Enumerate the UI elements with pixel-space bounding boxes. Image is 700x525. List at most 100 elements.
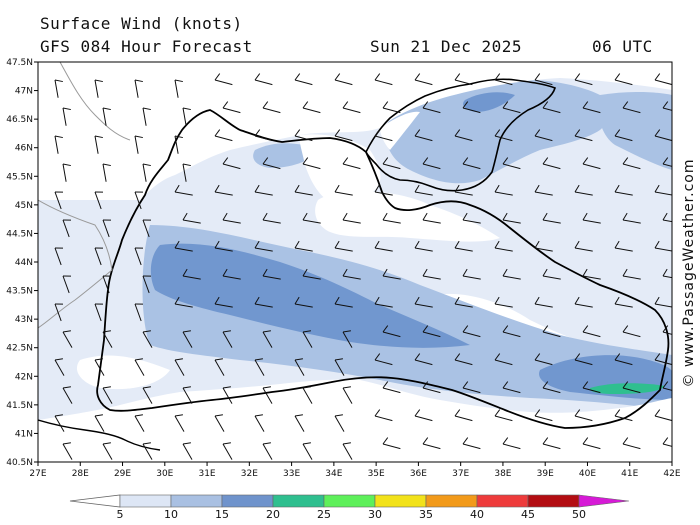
wind-barb	[542, 212, 561, 224]
wind-barb	[622, 212, 641, 224]
wind-barb	[462, 381, 481, 394]
wind-barb	[502, 381, 521, 394]
wind-barb	[542, 157, 561, 170]
wind-barb	[542, 437, 561, 450]
wind-barb	[462, 325, 481, 338]
wind-barb	[494, 129, 513, 142]
latitude-labels: 47.5N 47N 46.5N 46N 45.5N 45N 44.5N 44N 43.5N 43N…	[6, 58, 38, 468]
lat-label: 47.5N	[6, 58, 33, 68]
wind-barb	[414, 296, 433, 308]
wind-barb	[262, 330, 273, 348]
wind-barb	[214, 296, 233, 308]
wind-barb	[622, 157, 641, 170]
wind-barb	[462, 437, 481, 450]
wind-barb	[582, 325, 601, 338]
wind-barb	[334, 296, 353, 308]
wind-barb	[614, 240, 633, 252]
wind-barb	[542, 381, 561, 394]
wind-band-15-central	[150, 243, 470, 348]
wind-barb	[502, 212, 521, 224]
wind-barb	[254, 358, 265, 376]
wind-barb	[134, 135, 143, 154]
wind-barb	[534, 129, 553, 142]
colorbar-swatch	[323, 494, 376, 508]
wind-barb	[62, 163, 71, 182]
wind-barb	[462, 212, 481, 224]
wind-barb	[654, 184, 672, 196]
wind-barb	[462, 101, 481, 114]
wind-barb	[334, 129, 353, 142]
lat-label: 43.5N	[6, 287, 33, 297]
wind-barb	[582, 101, 601, 114]
wind-barb	[342, 268, 361, 280]
lon-label: 32E	[241, 469, 258, 479]
wind-barb	[342, 442, 353, 460]
colorbar: 5 10 15 20 25 30 35 40 45 50	[69, 494, 630, 521]
wind-barb	[502, 157, 521, 170]
lon-label: 34E	[325, 469, 342, 479]
wind-barb	[182, 212, 201, 224]
wind-barb	[414, 129, 433, 142]
wind-barb	[254, 184, 273, 196]
wind-barb	[262, 442, 273, 460]
wind-barb	[142, 275, 152, 294]
wind-barb	[382, 212, 401, 224]
wind-barb	[174, 184, 193, 196]
colorbar-max-arrow	[578, 494, 630, 508]
wind-barb	[302, 212, 321, 224]
wind-barb	[454, 240, 473, 252]
time-label: 06 UTC	[592, 37, 653, 56]
lat-label: 40.5N	[6, 458, 33, 468]
wind-barb	[622, 268, 641, 280]
wind-barb	[582, 437, 601, 450]
wind-barb	[494, 240, 513, 252]
wind-barb	[302, 157, 321, 170]
wind-barbs	[54, 73, 672, 460]
lon-label: 29E	[114, 469, 131, 479]
lat-label: 46N	[15, 144, 33, 154]
colorbar-label: 45	[521, 508, 535, 521]
colorbar-label: 40	[470, 508, 484, 521]
lon-label: 35E	[368, 469, 385, 479]
wind-barb	[574, 184, 593, 196]
wind-barb	[494, 409, 513, 422]
lat-label: 46.5N	[6, 115, 33, 125]
wind-barb	[294, 358, 305, 376]
wind-barb	[374, 184, 393, 196]
wind-barb	[334, 73, 353, 86]
wind-barb	[614, 353, 633, 366]
colorbar-label: 35	[419, 508, 433, 521]
wind-barb	[294, 184, 313, 196]
wind-barb	[502, 325, 521, 338]
lon-label: 27E	[29, 469, 46, 479]
lon-label: 38E	[494, 469, 511, 479]
wind-barb	[334, 414, 345, 432]
wind-barb	[454, 184, 473, 196]
wind-barb	[62, 219, 72, 238]
wind-barb	[542, 325, 561, 338]
wind-barb	[574, 129, 593, 142]
wind-barb	[174, 358, 185, 376]
wind-barb	[342, 386, 353, 404]
wind-barb	[582, 157, 601, 170]
wind-barb	[302, 101, 321, 114]
wind-barb	[462, 157, 481, 170]
wind-barb	[262, 386, 273, 404]
wind-barb	[654, 296, 672, 308]
wind-barb	[454, 409, 473, 422]
wind-barb	[182, 163, 191, 182]
wind-barb	[454, 129, 473, 142]
wind-barb	[142, 330, 153, 348]
land-north	[38, 62, 672, 200]
wind-barb	[102, 219, 112, 238]
wind-barb	[222, 212, 241, 224]
wind-barb	[422, 325, 441, 338]
lon-label: 39E	[537, 469, 554, 479]
wind-barb	[222, 268, 241, 280]
wind-barb	[62, 386, 73, 404]
date-label: Sun 21 Dec 2025	[370, 37, 522, 56]
wind-barb	[542, 268, 561, 280]
wind-barb	[294, 129, 313, 142]
colorbar-min-arrow	[69, 494, 121, 508]
border-ukraine	[59, 62, 131, 141]
